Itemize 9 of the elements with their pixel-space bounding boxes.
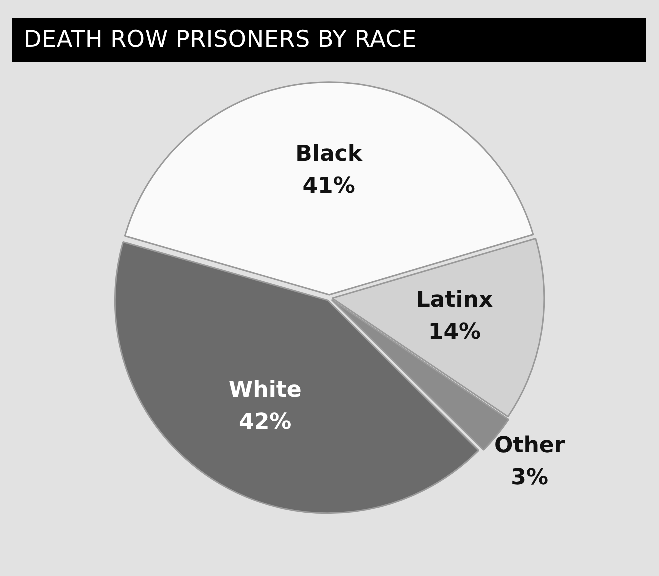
slice-label: Other — [494, 433, 566, 458]
slice-label: White — [228, 378, 302, 404]
data-label: 42% — [239, 410, 292, 436]
data-label: 14% — [428, 320, 482, 346]
chart-title: DEATH ROW PRISONERS BY RACE — [12, 18, 646, 62]
data-label: 41% — [302, 174, 356, 199]
slice-label: Latinx — [416, 288, 494, 314]
data-label: 3% — [511, 465, 549, 490]
slice-label: Black — [296, 142, 364, 167]
